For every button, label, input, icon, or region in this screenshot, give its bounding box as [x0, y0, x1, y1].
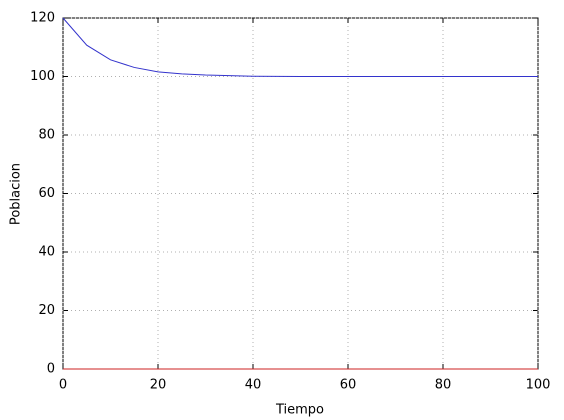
x-axis-label: Tiempo [275, 403, 324, 418]
plot-frame [62, 17, 539, 370]
y-tick-label: 40 [38, 245, 55, 260]
y-tick-label: 120 [30, 11, 55, 26]
y-tick-label: 60 [38, 186, 55, 201]
y-tick-label: 80 [38, 128, 55, 143]
y-tick-label: 20 [38, 303, 55, 318]
data-line [62, 17, 538, 77]
y-tick-label: 0 [47, 362, 55, 377]
x-tick-label: 80 [435, 378, 452, 393]
x-tick-label: 0 [59, 378, 67, 393]
y-axis-label: Poblacion [9, 163, 24, 225]
x-tick-label: 40 [245, 378, 262, 393]
x-tick-label: 20 [150, 378, 167, 393]
x-tick-label: 60 [340, 378, 357, 393]
x-tick-label: 100 [526, 378, 551, 393]
y-tick-label: 100 [30, 69, 55, 84]
